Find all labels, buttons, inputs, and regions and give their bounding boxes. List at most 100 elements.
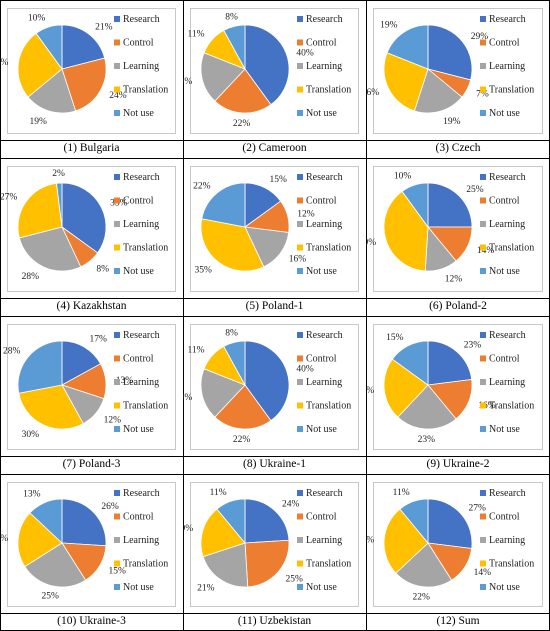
table-horizontal-line [0, 0, 550, 1]
slice-percent-label: 11% [187, 345, 204, 355]
legend-swatch [480, 268, 486, 274]
slice-percent-label: 19% [183, 393, 192, 403]
legend-swatch [297, 402, 303, 409]
legend-swatch [480, 379, 486, 385]
table-vertical-line [366, 0, 367, 631]
chart-cell: (7) Poland-3 17% 13% 12% 30% 28% Research Contr… [0, 316, 183, 474]
pie-slice-not-use [56, 182, 63, 228]
pie-slice-not-use [399, 498, 429, 545]
pie-chart: 23% 16% 23% 23% 15% Research Control Learning Tr… [366, 330, 534, 445]
chart-cell: (8) Ukraine-1 40% 22% 19% 11% 8% Research Contr… [183, 316, 366, 474]
pie-slice-not-use [401, 182, 429, 229]
legend-swatch [297, 244, 303, 251]
legend-swatch [297, 537, 303, 543]
legend-swatch [480, 560, 486, 567]
legend-swatch [114, 513, 120, 520]
legend-swatch [480, 244, 486, 251]
slice-percent-label: 40% [296, 48, 314, 58]
slice-percent-label: 25% [286, 575, 304, 585]
legend-swatch [297, 355, 303, 362]
chart-caption: (11) Uzbekistan [237, 615, 312, 627]
legend-label: Not use [306, 424, 337, 435]
legend-label: Research [489, 172, 526, 183]
pie-slice-control [214, 384, 272, 430]
chart-caption: (3) Czech [435, 142, 481, 154]
pie-slice-control [244, 539, 290, 588]
slice-percent-label: 10% [28, 14, 46, 24]
legend-label: Control [489, 354, 520, 365]
legend-swatch [480, 86, 486, 93]
slice-percent-label: 28% [22, 272, 40, 282]
slice-percent-label: 25% [466, 185, 484, 195]
slice-percent-label: 39% [366, 238, 376, 248]
legend-label: Translation [306, 401, 351, 412]
legend-swatch [114, 332, 120, 338]
pie-chart: 29% 7% 19% 26% 19% Research Control Learning Tra… [366, 14, 534, 127]
pie-slice-learning [244, 226, 290, 268]
slice-percent-label: 14% [477, 246, 495, 256]
pie-chart: 25% 14% 12% 39% 10% Research Control Learning Tr… [366, 172, 534, 285]
pie-slice-translation [383, 358, 429, 418]
legend-swatch [480, 426, 486, 432]
slice-percent-label: 11% [210, 488, 227, 498]
legend-label: Research [306, 172, 343, 183]
pie-chart: 35%8%28%27%2%ResearchControlLearningTran… [0, 169, 168, 282]
chart-cell: (11) Uzbekistan 24% 25% 21% 19% 11% Research Co… [183, 474, 366, 631]
chart-caption: (9) Ukraine-2 [426, 458, 490, 470]
legend-label: Control [306, 38, 337, 49]
slice-percent-label: 21% [197, 584, 215, 594]
pie-slice-translation [17, 512, 63, 568]
caption-divider [0, 456, 550, 457]
legend-swatch [297, 197, 303, 204]
legend-label: Research [306, 14, 343, 25]
legend-label: Control [489, 38, 520, 49]
legend-label: Translation [489, 243, 534, 254]
pie-slice-not-use [29, 498, 63, 544]
slice-percent-label: 12% [104, 415, 122, 425]
legend-label: Learning [306, 219, 342, 230]
pie-slice-research [244, 24, 290, 106]
slice-percent-label: 7% [476, 90, 489, 100]
chart-cell: (4) Kazakhstan 35%8%28%27%2%ResearchContr… [0, 158, 183, 316]
legend-swatch [297, 332, 303, 338]
legend-label: Control [123, 38, 154, 49]
legend-swatch [114, 426, 120, 432]
chart-caption: (5) Poland-1 [245, 300, 304, 312]
legend-label: Control [123, 512, 154, 523]
legend-swatch [114, 86, 120, 93]
pie-slice-learning [18, 226, 82, 272]
table-horizontal-line [0, 474, 550, 475]
slice-percent-label: 29% [471, 32, 489, 42]
slice-percent-label: 22% [233, 435, 251, 445]
slice-percent-label: 19% [183, 77, 192, 87]
slice-percent-label: 22% [233, 119, 251, 129]
legend-label: Research [123, 14, 160, 25]
legend-label: Translation [306, 559, 351, 570]
legend-label: Not use [306, 266, 337, 277]
legend-label: Translation [489, 401, 534, 412]
legend-label: Translation [123, 85, 168, 96]
pie-slice-translation [200, 218, 265, 272]
legend-label: Not use [489, 582, 520, 593]
slice-percent-label: 27% [469, 503, 487, 513]
legend-label: Not use [489, 424, 520, 435]
slice-percent-label: 22% [412, 593, 430, 603]
table-vertical-line [0, 0, 1, 631]
caption-divider [0, 298, 550, 299]
slice-percent-label: 22% [193, 181, 211, 191]
chart-caption: (4) Kazakhstan [56, 300, 127, 312]
chart-cell: (10) Ukraine-3 26% 15% 25% 21% 13% Research Con… [0, 474, 183, 631]
legend-label: Research [306, 488, 343, 499]
legend-swatch [480, 490, 486, 496]
slice-percent-label: 21% [0, 534, 8, 544]
slice-percent-label: 12% [297, 210, 315, 220]
slice-percent-label: 16% [478, 401, 496, 411]
slice-percent-label: 19% [183, 524, 193, 534]
legend-swatch [297, 268, 303, 274]
pie-slice-not-use [17, 340, 63, 394]
legend-swatch [480, 197, 486, 204]
slice-percent-label: 13% [116, 376, 134, 386]
chart-caption: (2) Cameroon [242, 142, 307, 154]
slice-percent-label: 19% [380, 20, 398, 30]
